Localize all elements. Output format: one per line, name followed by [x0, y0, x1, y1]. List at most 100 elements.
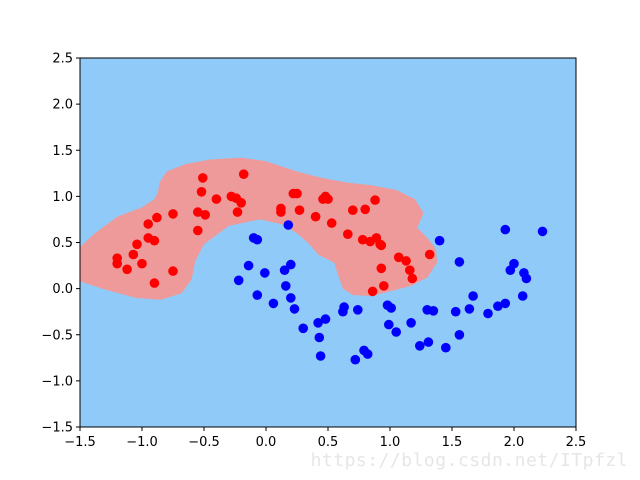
- red-point: [376, 263, 387, 274]
- red-point: [193, 207, 203, 217]
- red-point: [198, 173, 208, 183]
- y-tick-label: 2.5: [52, 52, 73, 67]
- blue-point: [434, 235, 445, 246]
- red-point: [424, 249, 435, 260]
- blue-point: [517, 291, 528, 301]
- blue-point: [509, 258, 519, 269]
- y-tick-label: −1.5: [41, 421, 73, 436]
- class-red-region: [80, 157, 438, 300]
- x-tick-label: −1.5: [64, 435, 96, 450]
- x-tick-label: 2.5: [566, 435, 587, 450]
- x-tick-label: 0.0: [256, 435, 277, 450]
- red-point: [379, 281, 389, 291]
- blue-point: [286, 293, 296, 303]
- red-point: [401, 256, 411, 266]
- red-point: [276, 207, 286, 217]
- blue-point: [423, 337, 434, 347]
- x-tick-label: −0.5: [188, 435, 220, 450]
- blue-point: [428, 306, 439, 316]
- blue-point: [260, 268, 270, 278]
- blue-point: [384, 319, 394, 330]
- blue-point: [315, 351, 326, 361]
- blue-point: [441, 342, 451, 353]
- blue-point: [386, 303, 397, 313]
- blue-point: [537, 226, 548, 237]
- red-point: [193, 225, 203, 236]
- red-point: [405, 265, 415, 276]
- y-tick-label: −1.0: [41, 374, 73, 389]
- blue-point: [362, 349, 373, 359]
- blue-point: [314, 332, 325, 343]
- blue-point: [406, 318, 416, 328]
- red-point: [122, 264, 132, 275]
- blue-point: [468, 291, 478, 301]
- red-point: [196, 187, 207, 197]
- red-point: [367, 286, 378, 297]
- blue-point: [464, 304, 475, 314]
- red-point: [326, 218, 337, 228]
- blue-point: [286, 259, 296, 270]
- red-point: [407, 273, 418, 284]
- scatter-points: [112, 169, 548, 365]
- blue-point: [252, 290, 263, 300]
- blue-point: [313, 318, 323, 328]
- y-tick-label: −0.5: [41, 328, 73, 343]
- red-point: [236, 198, 246, 208]
- x-tick-label: 1.5: [442, 435, 463, 450]
- blue-point: [243, 260, 254, 271]
- blue-point: [279, 265, 290, 276]
- red-point: [310, 211, 321, 222]
- blue-point: [454, 257, 465, 267]
- y-tick-label: 0.5: [52, 236, 73, 251]
- blue-point: [415, 341, 425, 351]
- blue-point: [454, 330, 465, 340]
- red-point: [132, 239, 142, 250]
- red-point: [128, 249, 139, 260]
- red-point: [393, 252, 404, 263]
- blue-point: [320, 314, 331, 324]
- y-axis: −1.5 −1.0 −0.5 0.0 0.5 1.0 1.5 2.0 2.5: [41, 52, 80, 436]
- blue-point: [391, 327, 402, 337]
- blue-point: [521, 273, 532, 284]
- blue-point: [353, 305, 363, 315]
- x-tick-label: 2.0: [504, 435, 525, 450]
- red-point: [323, 194, 333, 204]
- red-point: [168, 209, 178, 219]
- y-tick-label: 1.0: [52, 190, 73, 205]
- blue-point: [233, 275, 244, 286]
- red-point: [357, 234, 368, 245]
- blue-point: [298, 323, 309, 334]
- red-point: [360, 204, 371, 215]
- y-tick-label: 0.0: [52, 282, 73, 297]
- red-point: [149, 235, 160, 246]
- x-tick-label: 0.5: [318, 435, 339, 450]
- blue-point: [339, 302, 349, 312]
- blue-point: [450, 306, 461, 317]
- red-point: [348, 205, 358, 215]
- plot-area: [80, 58, 576, 427]
- red-point: [143, 219, 153, 229]
- red-point: [238, 169, 249, 179]
- blue-point: [500, 298, 511, 309]
- red-point: [376, 240, 387, 251]
- red-point: [112, 258, 122, 269]
- blue-point: [350, 354, 361, 365]
- blue-point: [493, 301, 503, 312]
- red-point: [292, 188, 302, 199]
- red-point: [211, 194, 222, 204]
- blue-point: [281, 281, 291, 291]
- red-point: [200, 210, 210, 220]
- blue-point: [500, 224, 511, 235]
- x-axis: −1.5 −1.0 −0.5 0.0 0.5 1.0 1.5 2.0 2.5: [64, 427, 586, 450]
- y-tick-label: 1.5: [52, 144, 73, 159]
- y-tick-label: 2.0: [52, 98, 73, 113]
- red-point: [343, 229, 353, 239]
- red-point: [152, 212, 162, 223]
- blue-point: [268, 298, 279, 309]
- red-point: [137, 258, 147, 269]
- blue-point: [252, 234, 263, 245]
- red-point: [370, 195, 380, 205]
- red-point: [168, 266, 178, 276]
- watermark: https://blog.csdn.net/ITpfzl: [310, 450, 628, 471]
